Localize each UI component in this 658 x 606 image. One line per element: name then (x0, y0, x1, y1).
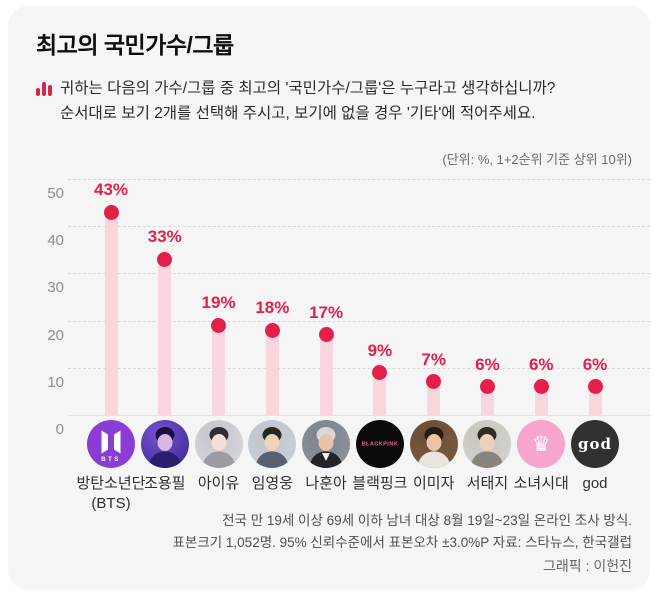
lollipop-stem (427, 381, 441, 415)
data-point-dot (157, 251, 173, 267)
graphic-credit: 그래픽 : 이헌진 (543, 558, 632, 574)
artist-logo-avatar: god (571, 420, 620, 468)
value-label: 18% (255, 298, 290, 318)
artist-name: 임영웅 (251, 475, 294, 492)
data-point-dot (318, 327, 334, 343)
artist-name: god (582, 475, 608, 492)
lollipop-stem (373, 372, 387, 415)
lollipop-stem (319, 334, 333, 415)
data-point-dot (587, 379, 603, 395)
lollipop-stem (588, 386, 602, 415)
infographic-card: 최고의 국민가수/그룹 귀하는 다음의 가수/그룹 중 최고의 '국민가수/그룹… (8, 6, 650, 590)
y-axis-tick-40: 40 (47, 232, 64, 250)
footnote-line-1: 전국 만 19세 이상 69세 이하 남녀 대상 8월 19일~23일 온라인 … (222, 513, 632, 528)
artist-photo-avatar (409, 420, 458, 468)
data-point-dot (479, 379, 495, 395)
data-point-dot (372, 365, 388, 381)
artist-name: 조용필 (144, 475, 186, 492)
artist-name: 나훈아 (305, 475, 347, 492)
value-label: 6% (582, 354, 608, 374)
lollipop-chart: 50 40 30 20 10 0 43% BTS 방탄소년단 (BTS) 33% 조용필 19% 아이유 1… (28, 174, 652, 514)
artist-name: 아이유 (197, 475, 240, 492)
data-point-dot (533, 379, 549, 395)
gridline-10 (68, 367, 650, 369)
value-label: 33% (147, 227, 182, 247)
x-axis-line (68, 415, 650, 416)
value-label: 7% (421, 349, 446, 369)
y-axis-tick-20: 20 (47, 326, 64, 344)
artist-name: 이미자 (412, 475, 455, 492)
data-point-dot (426, 374, 442, 390)
footnote-line-2: 표본크기 1,052명. 95% 신뢰수준에서 표본오차 ±3.0%P 자료: … (172, 535, 632, 551)
lollipop-stem (480, 386, 494, 415)
unit-note: (단위: %, 1+2순위 기준 상위 10위) (442, 152, 632, 167)
lollipop-stem (212, 325, 226, 415)
artist-photo-avatar (140, 420, 189, 468)
artist-name: 방탄소년단 (BTS) (76, 475, 146, 512)
artist-photo-avatar (248, 420, 297, 468)
data-point-dot (264, 322, 280, 338)
question-line-2: 순서대로 보기 2개를 선택해 주시고, 보기에 없을 경우 '기타'에 적어주… (60, 105, 536, 123)
question-text: 귀하는 다음의 가수/그룹 중 최고의 '국민가수/그룹'은 누구라고 생각하십… (60, 76, 632, 126)
survey-question: 귀하는 다음의 가수/그룹 중 최고의 '국민가수/그룹'은 누구라고 생각하십… (36, 76, 632, 126)
y-axis-tick-30: 30 (47, 279, 64, 297)
bar-chart-icon (36, 82, 53, 96)
value-label: 43% (93, 180, 129, 200)
lollipop-stem (158, 259, 172, 415)
y-axis-tick-10: 10 (47, 373, 64, 391)
survey-footnote: 전국 만 19세 이상 69세 이하 남녀 대상 8월 19일~23일 온라인 … (172, 510, 632, 554)
value-label: 6% (528, 354, 554, 374)
artist-photo-avatar (463, 420, 512, 468)
artist-photo-avatar (194, 420, 243, 468)
artist-name: 블랙핑크 (352, 475, 408, 492)
lollipop-stem (534, 386, 548, 415)
value-label: 9% (367, 340, 393, 360)
artist-photo-avatar (302, 420, 351, 468)
artist-name: 소녀시대 (513, 475, 569, 492)
value-label: 17% (309, 302, 344, 322)
data-point-dot (103, 204, 119, 220)
artist-logo-avatar: BTS (87, 420, 135, 468)
artist-name: 서태지 (466, 475, 509, 492)
value-label: 19% (201, 293, 236, 313)
page-title: 최고의 국민가수/그룹 (36, 32, 234, 58)
y-axis-tick-50: 50 (47, 185, 64, 202)
question-line-1: 귀하는 다음의 가수/그룹 중 최고의 '국민가수/그룹'은 누구라고 생각하십… (60, 80, 556, 97)
gridline-20 (68, 320, 650, 322)
y-axis-tick-0: 0 (55, 421, 64, 438)
artist-logo-avatar: BLACKPINK (355, 420, 404, 468)
gridline-40 (68, 226, 650, 228)
data-point-dot (211, 317, 227, 333)
lollipop-stem (265, 330, 279, 415)
value-label: 6% (475, 354, 500, 374)
lollipop-stem (104, 212, 118, 415)
svg-text:BTS: BTS (101, 457, 121, 463)
artist-logo-avatar: ♛ (517, 420, 566, 468)
gridline-30 (68, 273, 650, 275)
gridline-50 (68, 179, 650, 180)
